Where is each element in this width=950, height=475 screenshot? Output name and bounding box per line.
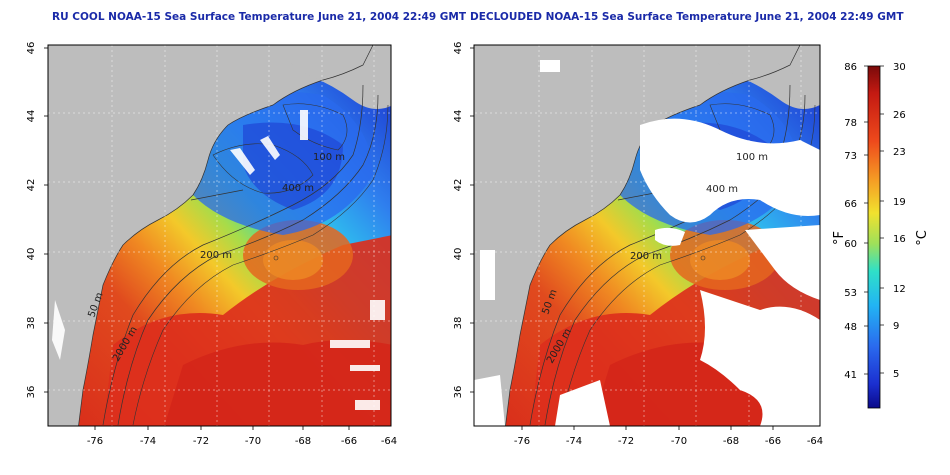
masked-cloud-regions: [474, 60, 820, 426]
c-tick: 9: [893, 321, 899, 332]
fahrenheit-ticks: 86 78 73 66 60 53 48 41: [844, 62, 857, 381]
x-tick: -72: [618, 436, 634, 447]
x-tick: -64: [807, 436, 823, 447]
contour-label-200m: 200 m: [630, 251, 662, 262]
f-tick: 60: [844, 239, 857, 250]
c-tick: 26: [893, 110, 906, 121]
right-x-axis: -76 -74 -72 -70 -68 -66 -64: [514, 436, 823, 447]
y-tick: 46: [453, 42, 464, 55]
c-tick: 5: [893, 369, 899, 380]
y-tick: 38: [453, 317, 464, 330]
x-tick: -74: [140, 436, 156, 447]
x-tick: -66: [765, 436, 781, 447]
c-tick: 12: [893, 284, 906, 295]
y-tick: 36: [453, 386, 464, 399]
c-tick: 16: [893, 234, 906, 245]
y-tick: 42: [26, 179, 37, 192]
f-tick: 53: [844, 288, 857, 299]
x-tick: -68: [295, 436, 311, 447]
f-tick: 66: [844, 199, 857, 210]
left-map: 100 m 400 m 200 m 50 m 2000 m 36 38 40 4…: [26, 42, 397, 447]
x-tick: -66: [341, 436, 357, 447]
f-tick: 48: [844, 322, 857, 333]
y-tick: 40: [26, 248, 37, 261]
c-tick: 23: [893, 147, 906, 158]
right-map: 100 m 400 m 200 m 50 m 2000 m 36 38 40 4…: [453, 42, 823, 447]
x-tick: -70: [671, 436, 687, 447]
fahrenheit-label: °F: [832, 231, 847, 245]
right-map-frame: [473, 44, 821, 427]
celsius-ticks: 30 26 23 19 16 12 9 5: [893, 62, 906, 380]
y-tick: 44: [453, 110, 464, 123]
c-tick: 30: [893, 62, 906, 73]
x-tick: -64: [381, 436, 397, 447]
contour-label-100m: 100 m: [736, 152, 768, 163]
contour-label-400m: 400 m: [282, 183, 314, 194]
y-tick: 46: [26, 42, 37, 55]
c-tick: 19: [893, 197, 906, 208]
f-tick: 73: [844, 151, 857, 162]
left-y-axis: 36 38 40 42 44 46: [26, 42, 37, 399]
left-map-title: RU COOL NOAA-15 Sea Surface Temperature …: [52, 11, 467, 23]
colorbar: 86 78 73 66 60 53 48 41 30 26 23 19 16 1…: [832, 62, 930, 409]
contour-label-200m: 200 m: [200, 250, 232, 261]
contour-label-100m: 100 m: [313, 152, 345, 163]
x-tick: -68: [723, 436, 739, 447]
left-map-frame: [47, 44, 392, 427]
y-tick: 38: [26, 317, 37, 330]
right-y-axis: 36 38 40 42 44 46: [453, 42, 464, 399]
y-tick: 44: [26, 110, 37, 123]
f-tick: 86: [844, 62, 857, 73]
y-tick: 40: [453, 248, 464, 261]
x-tick: -72: [193, 436, 209, 447]
y-tick: 42: [453, 179, 464, 192]
celsius-label: °C: [915, 230, 930, 246]
cloud-speckles: [52, 110, 385, 410]
y-tick: 36: [26, 386, 37, 399]
contour-label-400m: 400 m: [706, 184, 738, 195]
x-tick: -76: [87, 436, 103, 447]
colorbar-gradient: [867, 65, 881, 409]
x-tick: -76: [514, 436, 530, 447]
x-tick: -70: [245, 436, 261, 447]
x-tick: -74: [566, 436, 582, 447]
f-tick: 78: [844, 118, 857, 129]
f-tick: 41: [844, 370, 857, 381]
right-map-title: DECLOUDED NOAA-15 Sea Surface Temperatur…: [470, 11, 904, 23]
left-x-axis: -76 -74 -72 -70 -68 -66 -64: [87, 436, 397, 447]
